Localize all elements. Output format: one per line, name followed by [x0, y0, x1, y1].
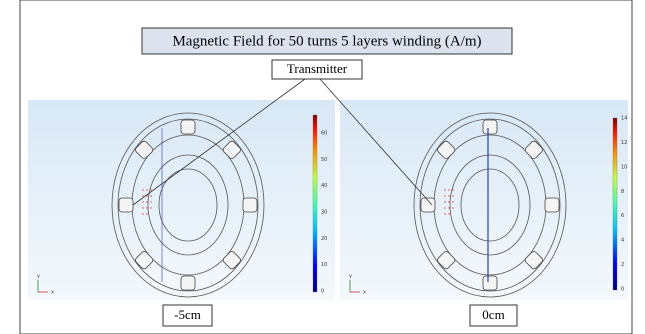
field-dot [444, 201, 445, 202]
field-dot [142, 189, 143, 190]
field-dot [452, 207, 453, 208]
field-dot [448, 189, 449, 190]
field-dot [142, 201, 143, 202]
colorbar-tick-label: 8 [621, 189, 624, 195]
axis-label: x [363, 290, 366, 296]
field-dot [444, 189, 445, 190]
field-dot [146, 189, 147, 190]
field-dot [448, 213, 449, 214]
field-dot [452, 189, 453, 190]
axis-label: x [51, 290, 54, 296]
coil [483, 120, 497, 134]
colorbar-tick-label: 50 [321, 157, 327, 163]
colorbar-tick-label: 40 [321, 183, 327, 189]
field-dot [150, 207, 151, 208]
field-dot [150, 189, 151, 190]
colorbar-tick-label: 14 [621, 116, 627, 122]
field-dot [142, 213, 143, 214]
colorbar-tick-label: 60 [321, 131, 327, 137]
colorbar-tick-label: 10 [321, 262, 327, 268]
callout: Transmitter [287, 61, 348, 76]
field-dot [452, 195, 453, 196]
colorbar [313, 115, 317, 292]
coil [243, 198, 257, 212]
axis-label: y [349, 274, 352, 280]
field-dot [448, 201, 449, 202]
field-dot [142, 195, 143, 196]
title: Magnetic Field for 50 turns 5 layers win… [172, 33, 481, 49]
panel-label: 0cm [482, 307, 504, 322]
colorbar [613, 118, 617, 290]
field-dot [146, 213, 147, 214]
field-dot [146, 201, 147, 202]
field-dot [452, 201, 453, 202]
axis-label: y [37, 274, 40, 280]
colorbar-tick-label: 10 [621, 164, 627, 170]
field-dot [448, 207, 449, 208]
colorbar-tick-label: 20 [321, 236, 327, 242]
field-dot [150, 201, 151, 202]
coil [119, 198, 133, 212]
colorbar-tick-label: 12 [621, 140, 627, 146]
field-dot [444, 207, 445, 208]
colorbar-tick-label: 0 [321, 289, 324, 295]
field-dot [150, 195, 151, 196]
panel-label: -5cm [174, 307, 201, 322]
coil [181, 276, 195, 290]
colorbar-tick-label: 0 [621, 287, 624, 293]
field-dot [142, 207, 143, 208]
coil [483, 276, 497, 290]
coil [181, 120, 195, 134]
colorbar-tick-label: 4 [621, 238, 624, 244]
field-dot [444, 195, 445, 196]
colorbar-tick-label: 6 [621, 213, 624, 219]
field-dot [444, 213, 445, 214]
coil [545, 198, 559, 212]
figure: Magnetic Field for 50 turns 5 layers win… [0, 0, 645, 334]
colorbar-tick-label: 30 [321, 210, 327, 216]
field-dot [146, 207, 147, 208]
field-dot [448, 195, 449, 196]
colorbar-tick-label: 2 [621, 262, 624, 268]
